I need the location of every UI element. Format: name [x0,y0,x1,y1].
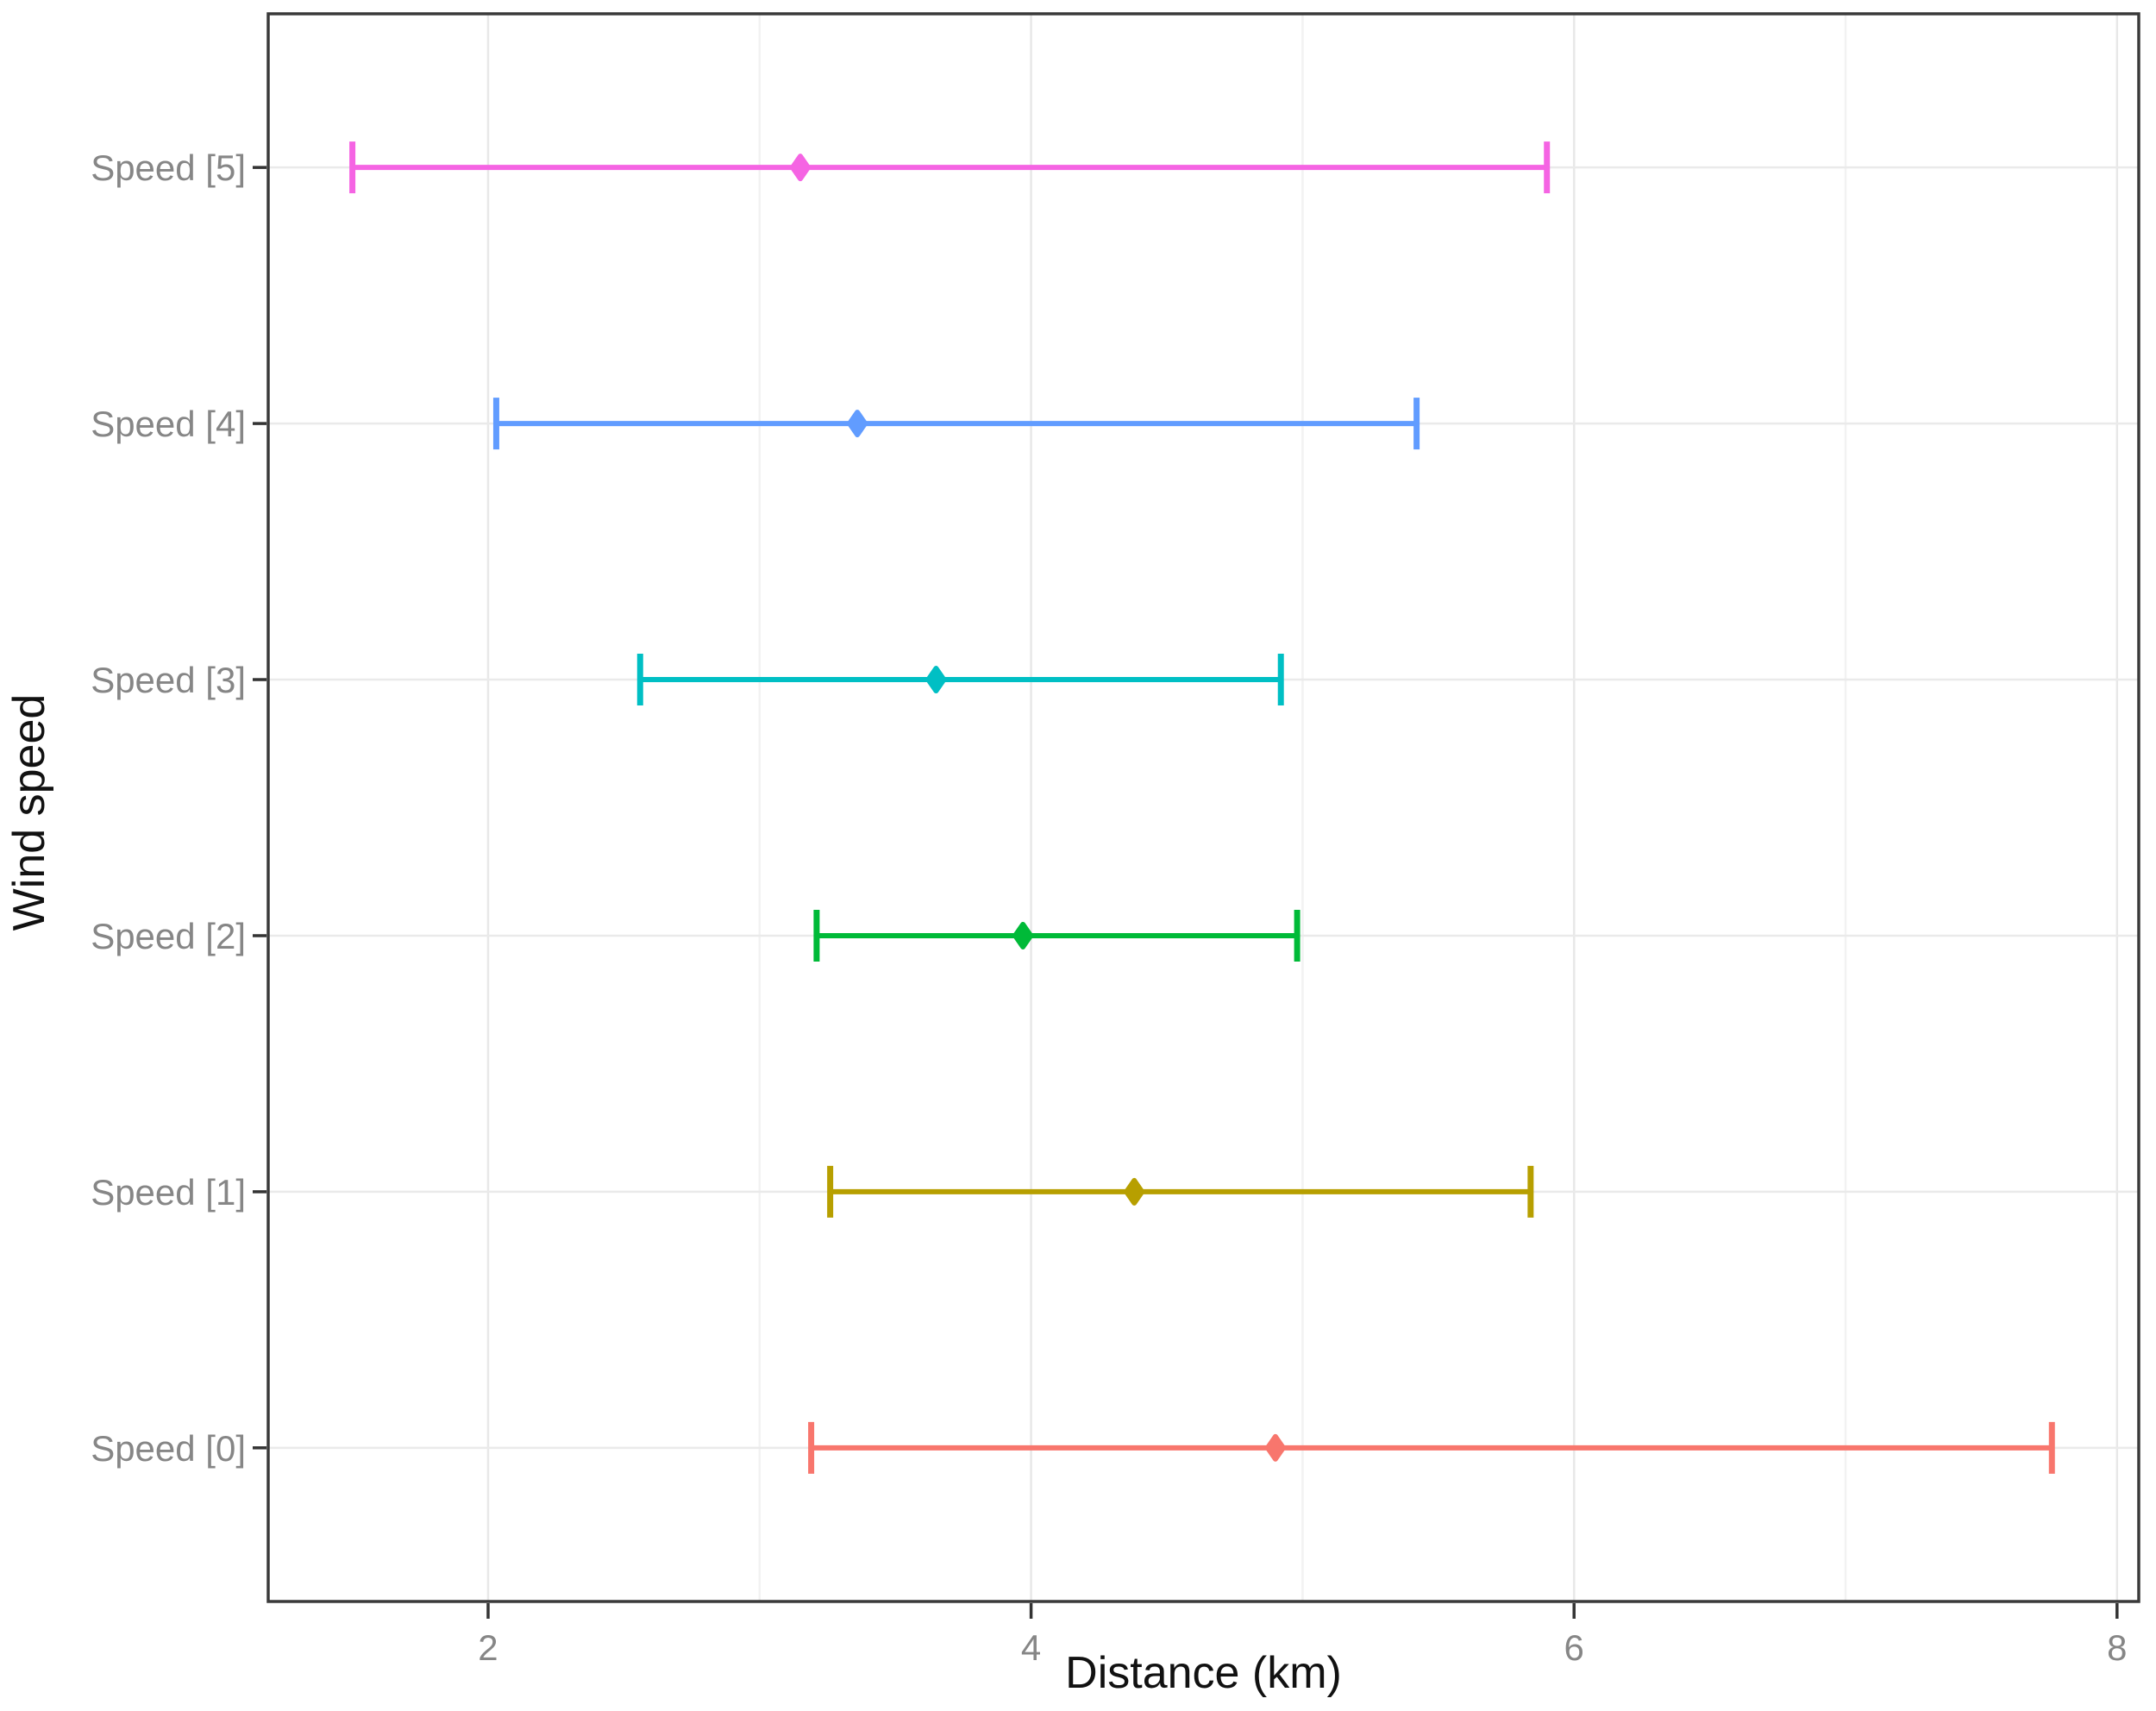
point-marker-speed-4 [847,410,868,438]
y-tick-label-speed-0: Speed [0] [91,1428,246,1469]
y-tick-label-speed-5: Speed [5] [91,147,246,188]
point-marker-speed-0 [1264,1433,1286,1462]
x-tick-label-6: 6 [1564,1627,1584,1668]
point-marker-speed-2 [1012,921,1034,950]
x-tick-label-2: 2 [478,1627,498,1668]
y-tick-label-speed-3: Speed [3] [91,660,246,700]
x-tick-label-8: 8 [2107,1627,2127,1668]
point-marker-speed-1 [1124,1177,1145,1206]
y-tick-label-speed-2: Speed [2] [91,916,246,956]
point-marker-speed-3 [925,666,947,694]
y-axis-title: Wind speed [4,693,54,931]
x-tick-label-4: 4 [1021,1627,1041,1668]
y-tick-label-speed-4: Speed [4] [91,404,246,444]
panel-border [266,12,2140,1603]
y-tick-label-speed-1: Speed [1] [91,1172,246,1213]
panel-background [268,14,2139,1601]
x-axis-title: Distance (km) [1065,1648,1342,1698]
point-marker-speed-5 [790,154,812,182]
